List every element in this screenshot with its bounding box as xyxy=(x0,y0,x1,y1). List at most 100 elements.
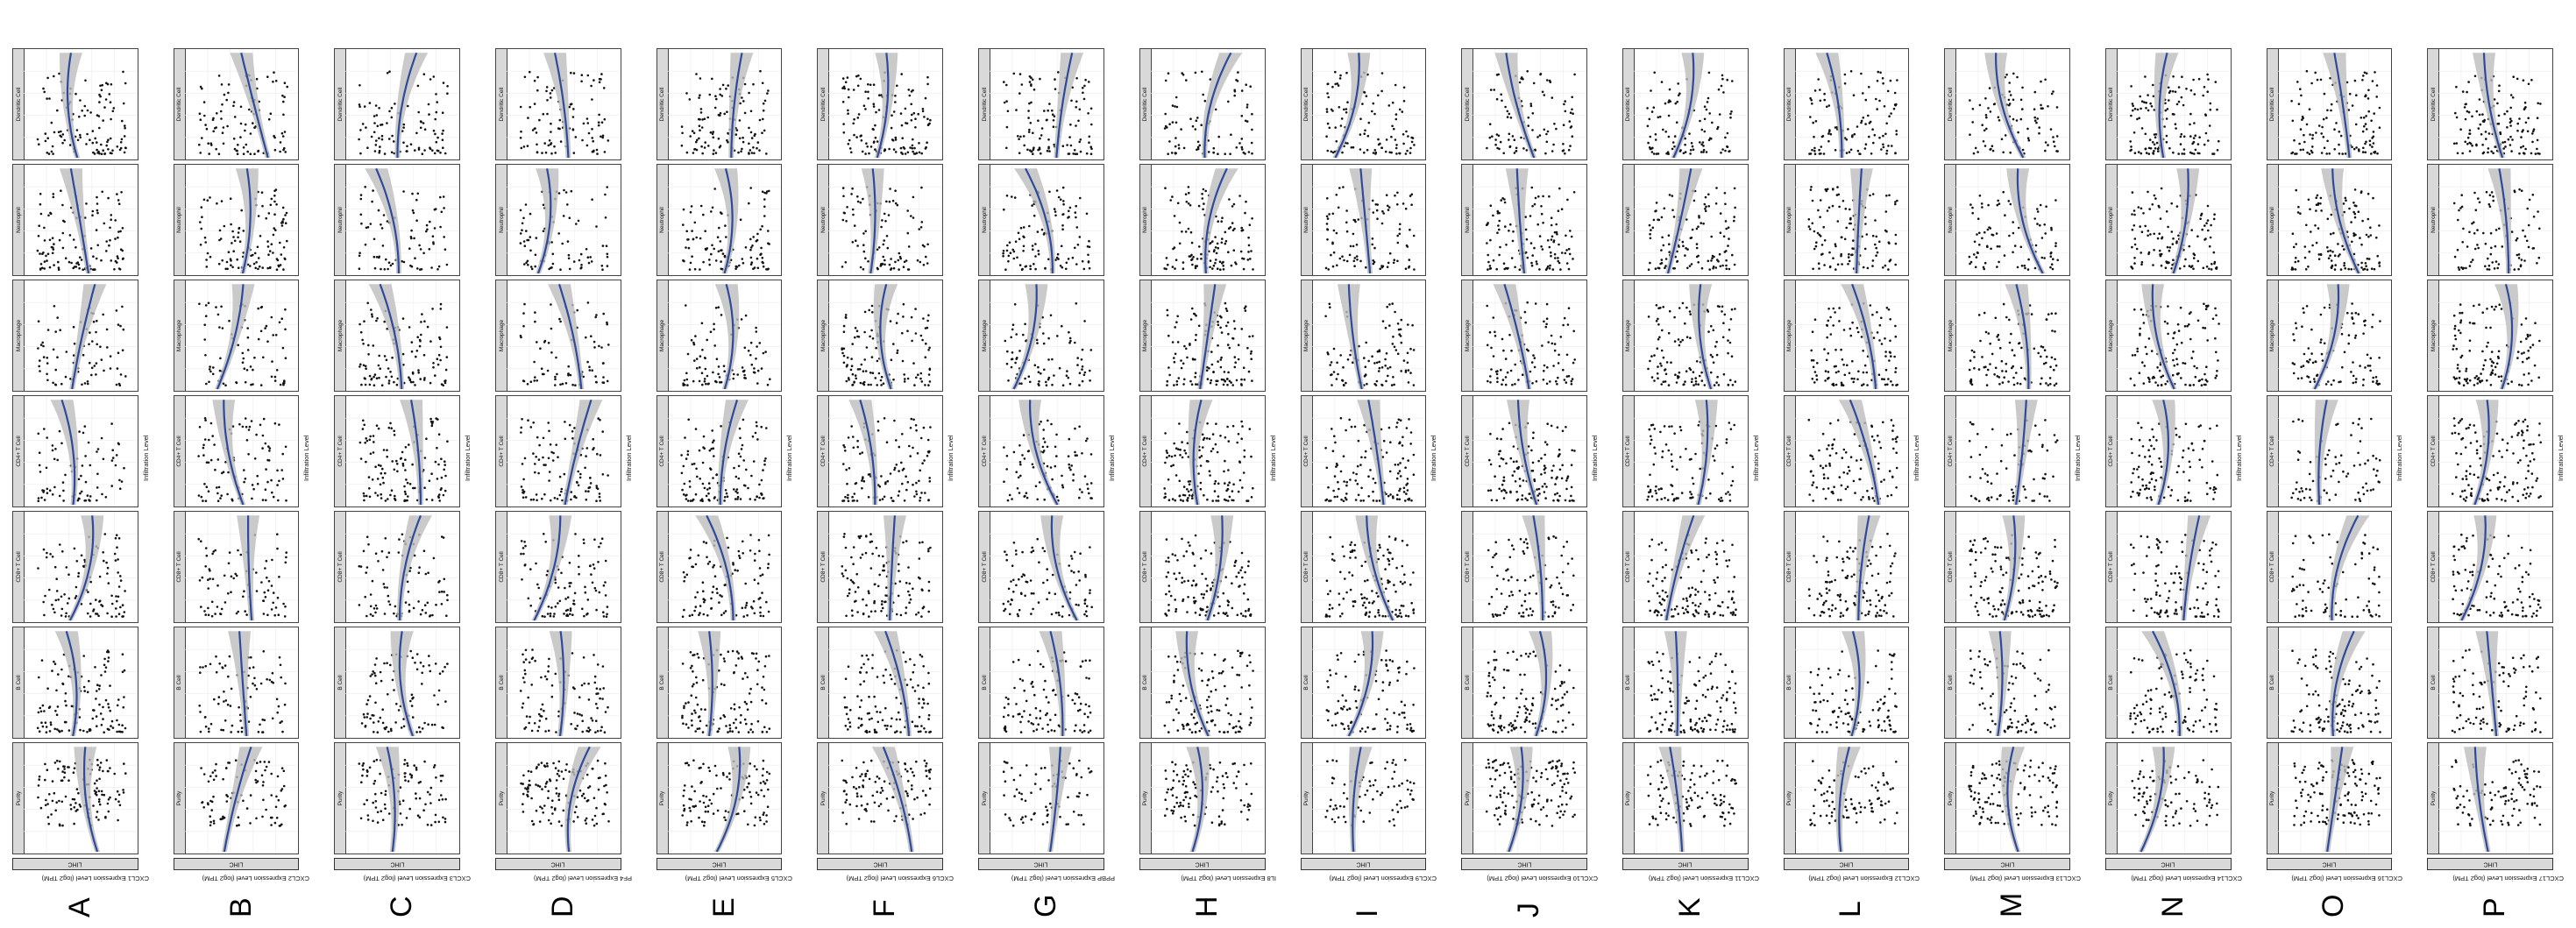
scatter-point xyxy=(441,383,444,386)
scatter-point xyxy=(870,611,873,613)
scatter-point xyxy=(928,718,931,720)
scatter-point xyxy=(922,542,925,544)
scatter-point xyxy=(886,441,889,443)
scatter-point xyxy=(365,384,367,386)
scatter-point xyxy=(122,671,124,674)
scatter-point xyxy=(220,306,223,308)
scatter-point xyxy=(713,188,716,190)
scatter-point xyxy=(265,468,267,471)
scatter-point xyxy=(106,329,109,331)
scatter-point xyxy=(871,305,874,308)
scatter-point xyxy=(432,235,435,237)
scatter-point xyxy=(438,266,441,268)
scatter-point xyxy=(411,341,414,344)
scatter-point xyxy=(415,792,417,795)
scatter-point xyxy=(874,696,876,698)
scatter-point xyxy=(110,138,112,140)
scatter-point xyxy=(285,499,287,502)
scatter-point xyxy=(898,712,900,714)
scatter-point xyxy=(767,789,770,791)
scatter-point xyxy=(105,562,108,564)
scatter-panel: Macrophage xyxy=(174,280,300,392)
scatter-point xyxy=(882,719,884,722)
scatter-point xyxy=(605,711,607,713)
scatter-point xyxy=(421,313,423,315)
scatter-point xyxy=(112,110,115,113)
scatter-point xyxy=(260,384,263,386)
scatter-point xyxy=(224,384,227,386)
scatter-point xyxy=(101,358,103,361)
scatter-point xyxy=(63,139,66,142)
scatter-point xyxy=(583,123,585,125)
scatter-point xyxy=(867,803,869,805)
scatter-point xyxy=(124,135,126,138)
scatter-point xyxy=(53,486,56,489)
scatter-point xyxy=(283,785,286,788)
scatter-point xyxy=(532,824,535,826)
scatter-point xyxy=(53,264,55,266)
scatter-point xyxy=(441,535,444,538)
scatter-point xyxy=(568,770,571,773)
scatter-point xyxy=(121,306,124,308)
scatter-point xyxy=(766,190,769,193)
scatter-point xyxy=(694,268,697,271)
scatter-point xyxy=(842,575,845,577)
scatter-point xyxy=(850,579,853,582)
scatter-point xyxy=(438,799,441,802)
scatter-point xyxy=(220,200,223,202)
scatter-point xyxy=(738,706,741,709)
scatter-point xyxy=(607,256,609,259)
cell-type-label: CD8+ T Cell xyxy=(659,551,665,582)
scatter-point xyxy=(96,209,99,212)
scatter-point xyxy=(282,770,285,773)
scatter-point xyxy=(223,691,225,693)
scatter-point xyxy=(711,207,713,209)
confidence-band xyxy=(548,284,584,389)
scatter-point xyxy=(572,603,575,606)
scatter-point xyxy=(220,494,223,497)
scatter-point xyxy=(116,261,118,264)
scatter-point xyxy=(412,464,415,466)
confidence-band xyxy=(55,631,82,736)
scatter-point xyxy=(119,731,122,733)
scatter-point xyxy=(867,83,869,86)
scatter-point xyxy=(751,137,754,139)
scatter-point xyxy=(108,582,110,584)
scatter-point xyxy=(393,381,395,384)
scatter-point xyxy=(524,673,527,676)
scatter-point xyxy=(699,118,701,121)
scatter-point xyxy=(910,768,912,770)
scatter-point xyxy=(756,258,758,260)
scatter-point xyxy=(524,76,527,79)
scatter-point xyxy=(601,381,604,384)
scatter-point xyxy=(522,654,524,656)
scatter-point xyxy=(534,660,536,662)
scatter-point xyxy=(546,99,549,102)
scatter-point xyxy=(758,497,761,499)
scatter-point xyxy=(440,308,443,310)
scatter-point xyxy=(209,368,211,371)
scatter-point xyxy=(850,369,853,372)
scatter-point xyxy=(599,81,601,84)
scatter-point xyxy=(520,106,522,109)
scatter-point xyxy=(766,771,769,774)
scatter-point xyxy=(751,607,754,610)
scatter-point xyxy=(536,89,539,92)
scatter-point xyxy=(240,726,243,729)
scatter-point xyxy=(373,760,376,762)
scatter-point xyxy=(360,781,363,783)
cell-type-label: CD8+ T Cell xyxy=(337,551,344,582)
scatter-point xyxy=(202,454,205,457)
scatter-point xyxy=(371,313,373,315)
scatter-point xyxy=(601,268,604,271)
scatter-point xyxy=(724,810,727,812)
scatter-point xyxy=(532,421,535,424)
scatter-point xyxy=(912,447,915,450)
scatter-point xyxy=(37,138,39,141)
scatter-point xyxy=(58,268,60,271)
scatter-point xyxy=(382,569,385,571)
scatter-point xyxy=(904,373,906,376)
scatter-point xyxy=(273,822,276,825)
scatter-point xyxy=(123,762,125,765)
scatter-point xyxy=(220,818,223,821)
